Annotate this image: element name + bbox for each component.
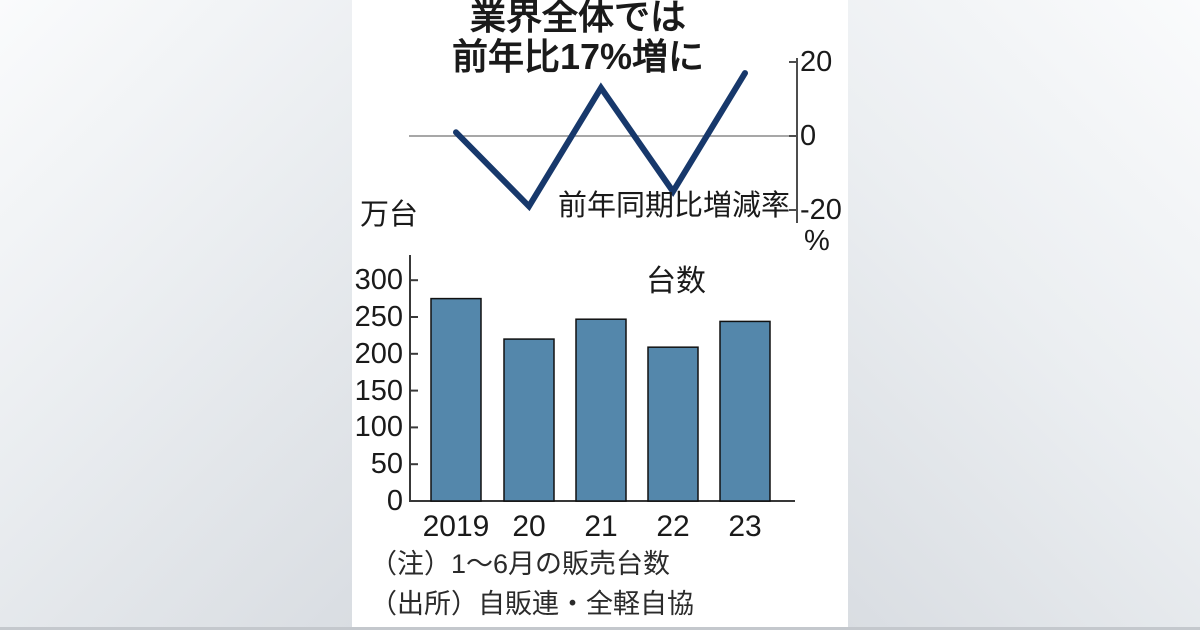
bar-axis-tick-label: 200 [354,337,403,370]
line-axis-tick-label: -20 [800,194,842,226]
background-right-panel [848,0,1200,630]
bar-category-label: 23 [728,510,762,543]
background-left-panel [0,0,352,630]
chart-panel: 業界全体では 前年比17%増に 万台 前年同期比増減率 % 台数 （注）1〜6月… [352,0,848,630]
bar-category-label: 2019 [422,510,490,543]
line-axis-tick-label: 20 [800,46,833,78]
line-axis-unit-label: % [804,225,830,257]
bar-axis-tick-label: 150 [354,374,403,407]
bar-category-label: 22 [656,510,690,543]
charts-drawing [409,58,798,502]
source-note: （出所）自販連・全軽自協 [370,589,694,619]
sales-bar [503,338,555,502]
bar-axis-tick-label: 250 [354,301,403,333]
bar-axis-tick-label: 300 [354,264,403,297]
line-axis-tick-label: 0 [800,120,817,152]
bar-category-label: 20 [512,510,546,543]
footnote: （注）1〜6月の販売台数 [370,549,671,579]
bar-series-label: 台数 [646,265,706,298]
chart-title-line1: 業界全体では [469,0,686,37]
yoy-change-line [453,70,748,212]
line-series-label: 前年同期比増減率 [557,190,790,222]
bar-axis-tick-label: 100 [354,411,403,444]
bar-axis-tick-label: 0 [386,485,403,517]
chart-title: 業界全体では 前年比17%増に [352,0,804,77]
bar-axis-unit-label: 万台 [360,199,419,231]
panel-bottom-border [0,627,1200,630]
chart-title-line2: 前年比17%増に [451,36,705,77]
sales-bar [575,318,627,502]
bar-category-label: 21 [584,510,618,543]
sales-bar [647,346,699,502]
sales-bar [430,297,482,502]
bar-axis-tick-label: 50 [370,448,403,481]
sales-bar [719,320,771,502]
